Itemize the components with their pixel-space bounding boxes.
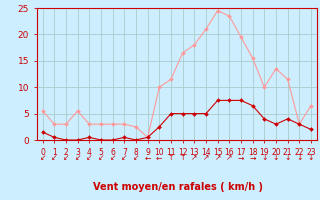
Text: ↗: ↗ (203, 154, 209, 162)
Text: ←: ← (156, 154, 163, 162)
Text: ↙: ↙ (109, 154, 116, 162)
Text: →: → (238, 154, 244, 162)
Text: ↗: ↗ (214, 154, 221, 162)
Text: ↓: ↓ (261, 154, 268, 162)
Text: ↙: ↙ (39, 154, 46, 162)
Text: ↓: ↓ (273, 154, 279, 162)
Text: ↙: ↙ (63, 154, 69, 162)
Text: ↙: ↙ (98, 154, 104, 162)
Text: ↗: ↗ (226, 154, 233, 162)
Text: ↙: ↙ (133, 154, 139, 162)
Text: ↗: ↗ (191, 154, 197, 162)
Text: ↑: ↑ (168, 154, 174, 162)
Text: ↓: ↓ (284, 154, 291, 162)
Text: Vent moyen/en rafales ( km/h ): Vent moyen/en rafales ( km/h ) (92, 182, 263, 192)
Text: ↓: ↓ (308, 154, 314, 162)
Text: ↑: ↑ (180, 154, 186, 162)
Text: ←: ← (144, 154, 151, 162)
Text: →: → (250, 154, 256, 162)
Text: ↙: ↙ (75, 154, 81, 162)
Text: ↙: ↙ (86, 154, 92, 162)
Text: ↓: ↓ (296, 154, 302, 162)
Text: ↙: ↙ (51, 154, 58, 162)
Text: ↙: ↙ (121, 154, 127, 162)
